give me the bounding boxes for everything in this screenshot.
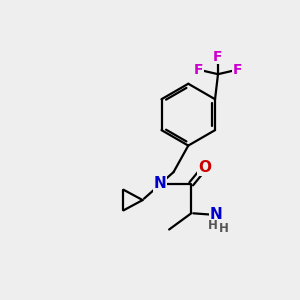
Text: F: F bbox=[232, 63, 242, 77]
Text: N: N bbox=[210, 207, 223, 222]
Text: N: N bbox=[154, 176, 167, 191]
Text: H: H bbox=[219, 221, 229, 235]
Text: F: F bbox=[194, 63, 204, 77]
Text: O: O bbox=[198, 160, 211, 175]
Text: F: F bbox=[213, 50, 223, 64]
Text: H: H bbox=[208, 219, 218, 232]
